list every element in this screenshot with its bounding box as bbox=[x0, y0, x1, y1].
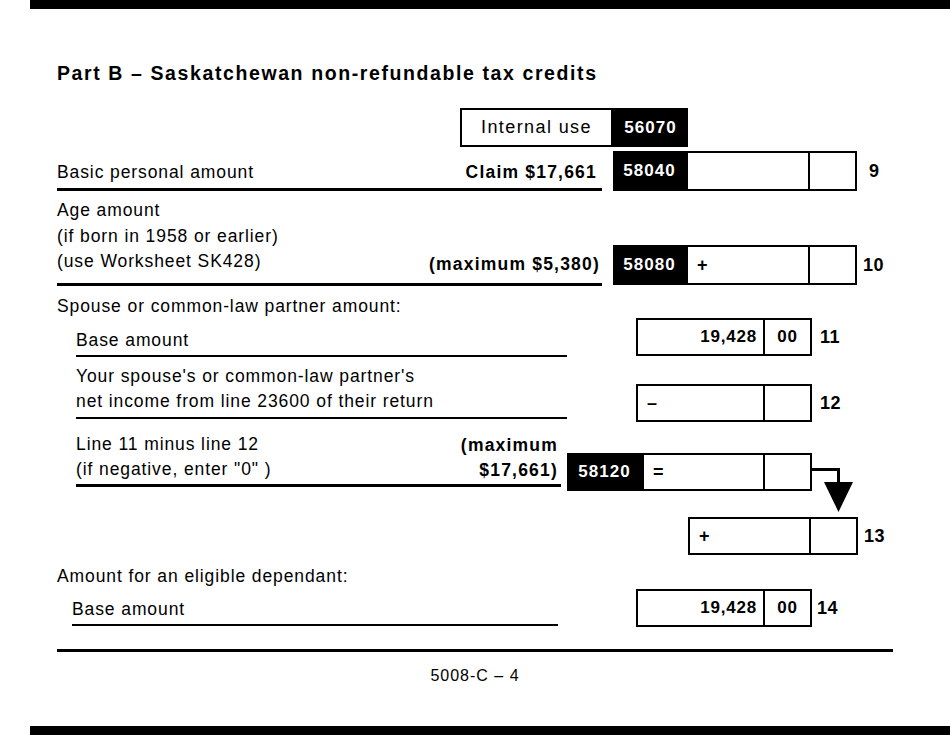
amount-field-10-dollars[interactable]: + bbox=[688, 247, 808, 283]
line-number-9: 9 bbox=[869, 151, 880, 191]
amount-box-14-cents: 00 bbox=[763, 591, 810, 625]
amount-box-11-cents: 00 bbox=[763, 320, 810, 354]
minus-operator-12: – bbox=[638, 393, 657, 414]
subtract-label-line2: (if negative, enter "0" ) bbox=[76, 459, 271, 480]
line-number-14: 14 bbox=[817, 589, 838, 627]
spouse-section-heading: Spouse or common-law partner amount: bbox=[57, 296, 402, 317]
amount-field-10-cents[interactable] bbox=[808, 247, 855, 283]
code-box-58120: 58120 bbox=[567, 453, 642, 491]
amount-field-9-dollars[interactable] bbox=[688, 153, 808, 189]
page-edge-bar-bottom bbox=[30, 726, 950, 735]
internal-use-box: Internal use bbox=[460, 108, 613, 147]
base-amount-dependant-label: Base amount bbox=[72, 599, 185, 620]
plus-operator-10: + bbox=[688, 255, 708, 276]
amount-field-13[interactable]: + bbox=[688, 517, 858, 555]
amount-field-58120[interactable]: = bbox=[642, 453, 812, 491]
amount-box-11: 19,428 00 bbox=[636, 318, 812, 356]
subtract-label-line1: Line 11 minus line 12 bbox=[76, 434, 259, 455]
basic-claim-amount: Claim $17,661 bbox=[250, 162, 597, 183]
amount-box-14: 19,428 00 bbox=[636, 589, 812, 627]
amount-field-9[interactable] bbox=[686, 151, 857, 191]
dependant-section-heading: Amount for an eligible dependant: bbox=[57, 566, 348, 587]
base-amount-spouse-label: Base amount bbox=[76, 330, 189, 351]
amount-field-13-cents[interactable] bbox=[809, 519, 856, 553]
age-amount-label-line1: Age amount bbox=[57, 200, 160, 221]
equals-operator-58120: = bbox=[644, 462, 664, 483]
subtract-maximum-line1: (maximum bbox=[300, 435, 558, 456]
amount-field-58120-dollars[interactable]: = bbox=[644, 455, 763, 489]
amount-field-13-dollars[interactable]: + bbox=[690, 519, 809, 553]
row12-underline bbox=[76, 417, 567, 419]
line-number-12: 12 bbox=[820, 384, 841, 422]
age-amount-label-line2: (if born in 1958 or earlier) bbox=[57, 226, 279, 247]
line-number-13: 13 bbox=[864, 517, 885, 555]
amount-field-10[interactable]: + bbox=[686, 245, 857, 285]
line-number-11: 11 bbox=[820, 318, 840, 356]
basic-personal-amount-label: Basic personal amount bbox=[57, 162, 254, 183]
base-amount-spouse-cents: 00 bbox=[777, 327, 798, 347]
base-amount-spouse-value: 19,428 bbox=[700, 327, 757, 347]
row9-underline bbox=[57, 188, 602, 191]
code-box-58040: 58040 bbox=[613, 151, 686, 191]
page-edge-bar-top bbox=[30, 0, 950, 9]
amount-box-11-dollars: 19,428 bbox=[638, 320, 763, 354]
base-amount-dependant-value: 19,428 bbox=[700, 598, 757, 618]
footer-page-number: 5008-C – 4 bbox=[0, 667, 950, 685]
line-number-10: 10 bbox=[863, 245, 884, 285]
row10-underline bbox=[57, 283, 602, 286]
amount-field-12-dollars[interactable]: – bbox=[638, 386, 763, 420]
amount-field-9-cents[interactable] bbox=[808, 153, 855, 189]
amount-field-12-cents[interactable] bbox=[763, 386, 810, 420]
spouse-income-label-line2: net income from line 23600 of their retu… bbox=[76, 391, 434, 412]
plus-operator-13: + bbox=[690, 526, 710, 547]
row11-underline bbox=[76, 355, 567, 357]
internal-use-label: Internal use bbox=[481, 117, 592, 138]
subtract-maximum-line2: $17,661) bbox=[300, 460, 558, 481]
amount-box-14-dollars: 19,428 bbox=[638, 591, 763, 625]
internal-use-code-box: 56070 bbox=[613, 108, 688, 147]
row14-underline bbox=[72, 624, 558, 626]
part-b-title: Part B – Saskatchewan non-refundable tax… bbox=[57, 62, 598, 85]
spouse-income-label-line1: Your spouse's or common-law partner's bbox=[76, 366, 415, 387]
base-amount-dependant-cents: 00 bbox=[777, 598, 798, 618]
age-maximum-label: (maximum $5,380) bbox=[250, 254, 600, 275]
footer-rule bbox=[57, 649, 893, 652]
code-box-58080: 58080 bbox=[613, 245, 686, 285]
age-amount-label-line3: (use Worksheet SK428) bbox=[57, 251, 261, 272]
amount-field-12[interactable]: – bbox=[636, 384, 812, 422]
carry-down-arrow bbox=[800, 458, 862, 520]
row58120-underline bbox=[76, 484, 561, 487]
